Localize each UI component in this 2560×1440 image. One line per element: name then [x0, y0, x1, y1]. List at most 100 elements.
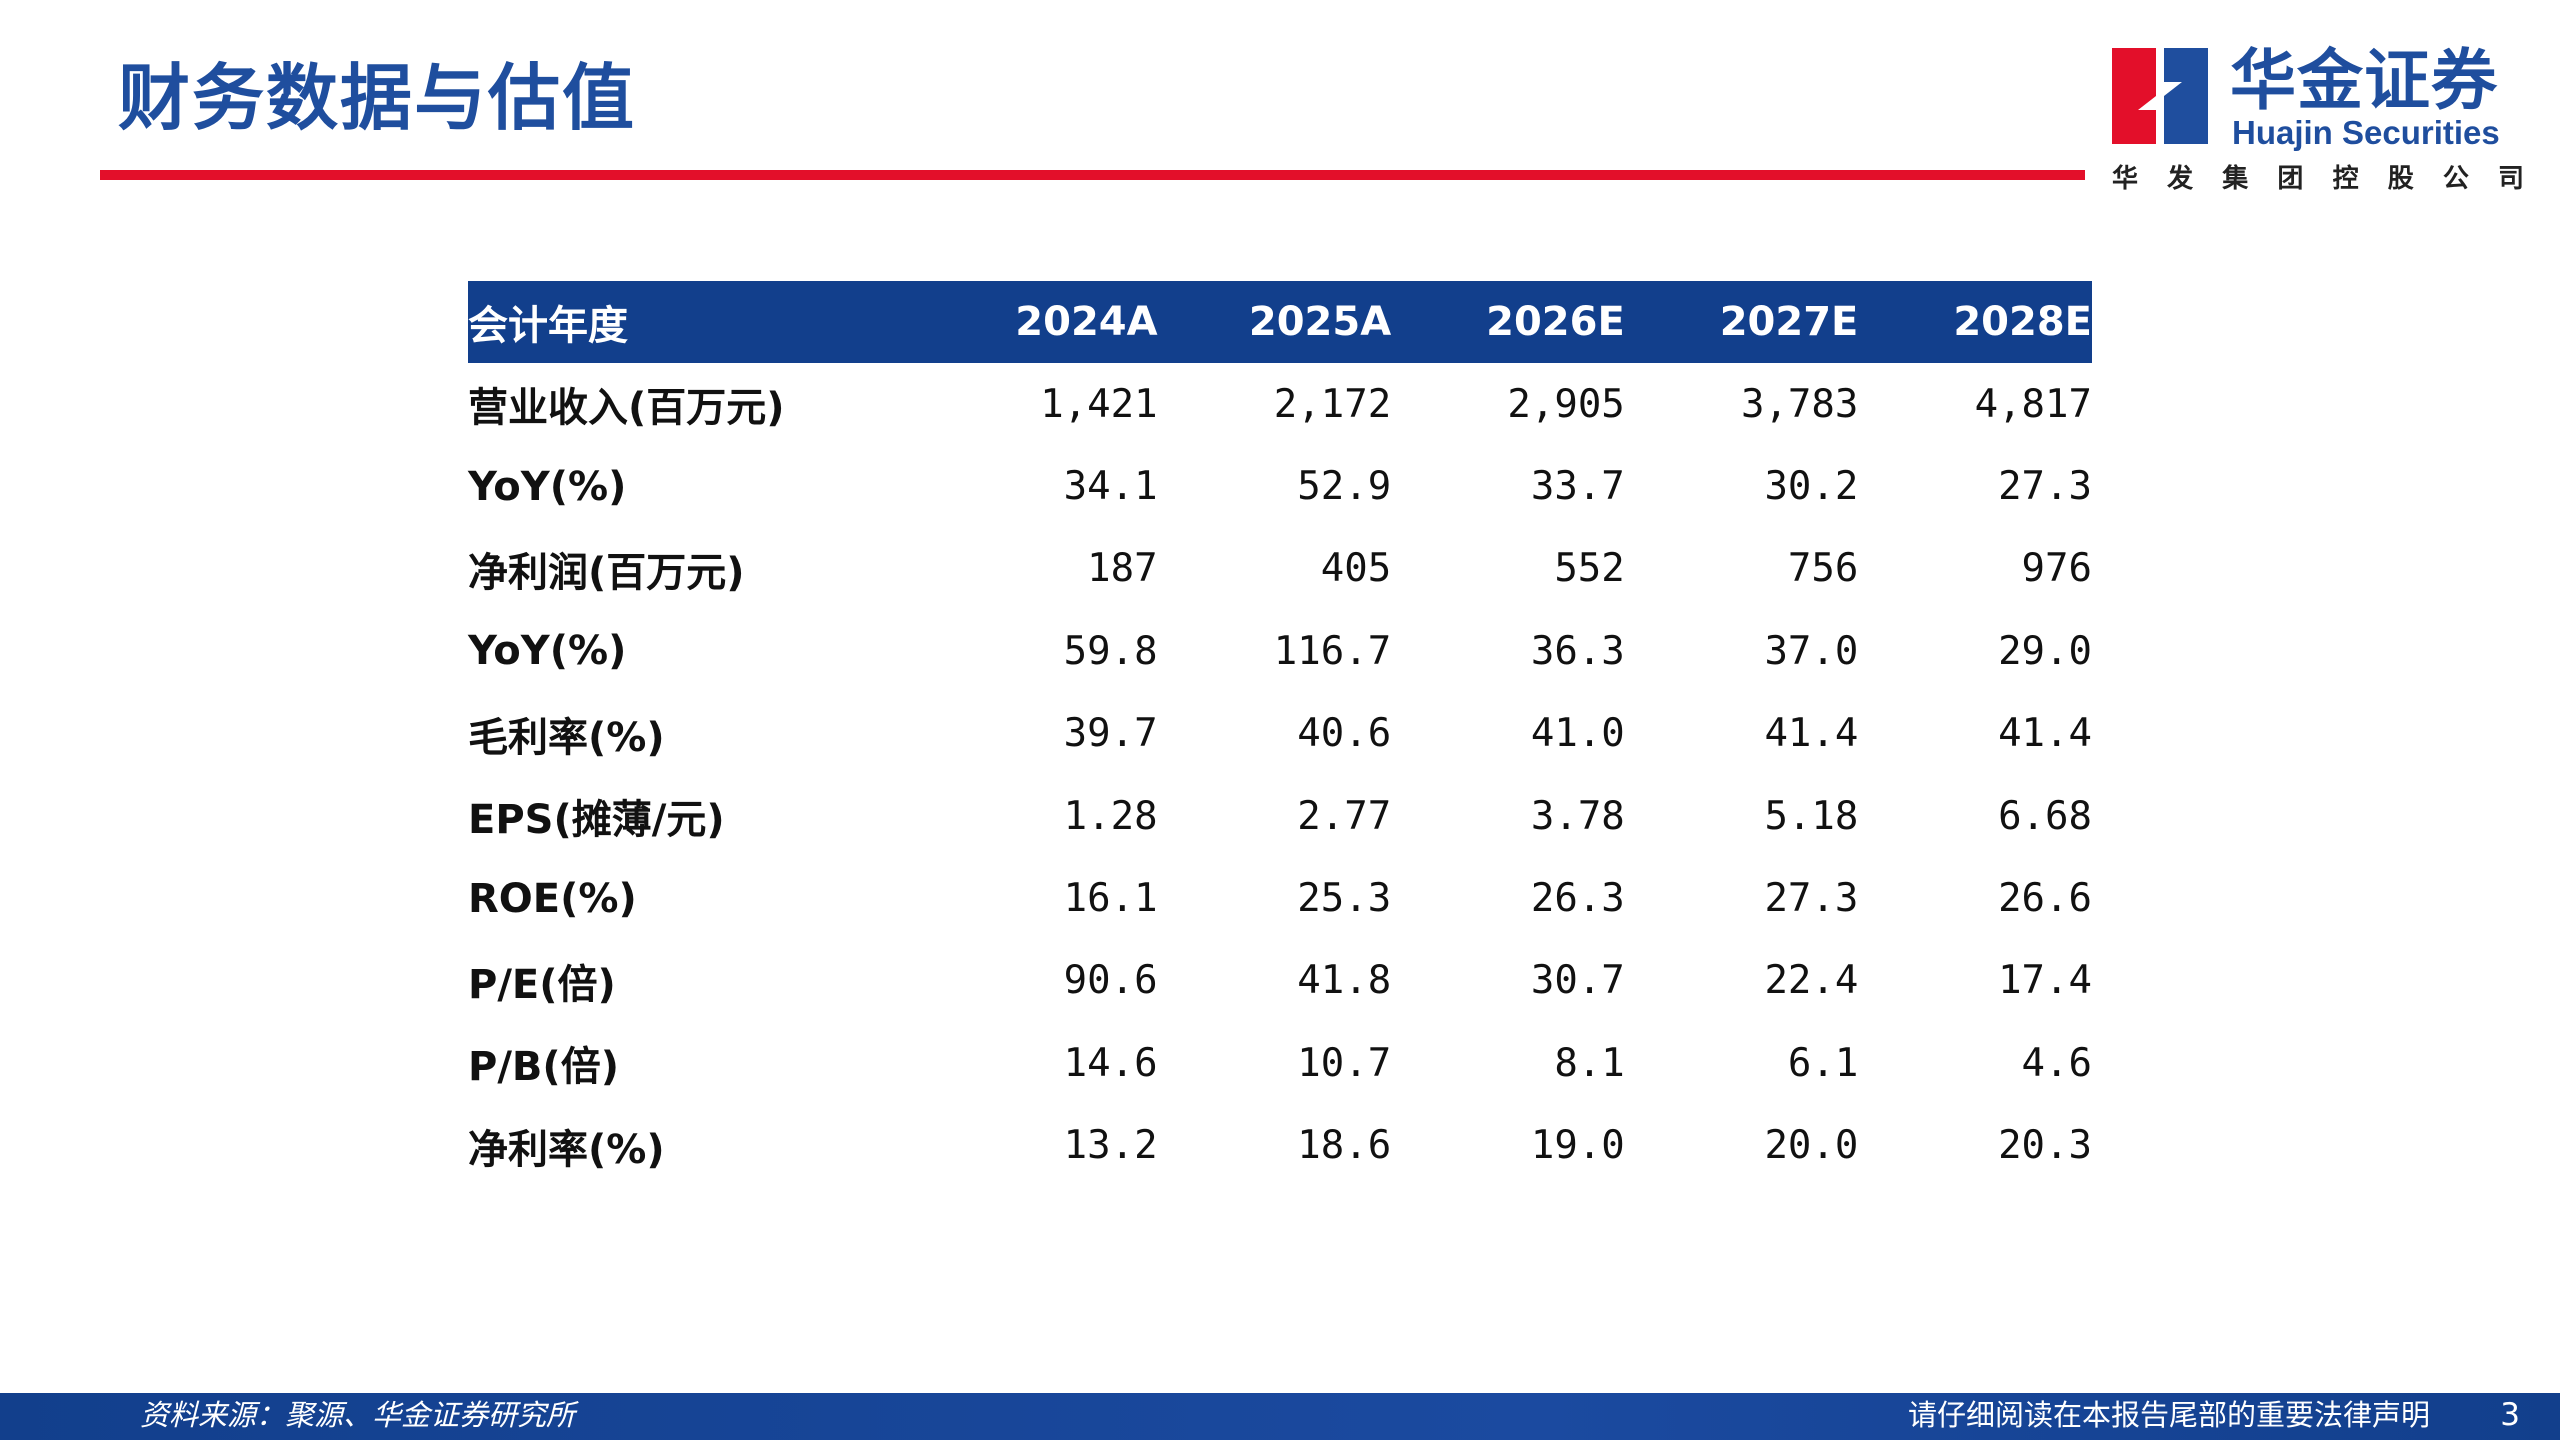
value-cell: 39.7: [1063, 711, 1158, 757]
footer-source: 资料来源：聚源、华金证券研究所: [140, 1398, 576, 1432]
value-cell: 29.0: [1998, 628, 2092, 674]
company-logo: 华金证券 Huajin Securities 华 发 集 团 控 股 公 司: [2112, 48, 2532, 208]
table-row: P/E(倍) 90.6 41.8 30.7 22.4 17.4: [468, 940, 2092, 1022]
logo-group-char: 发: [2167, 164, 2194, 194]
row-label: YoY(%): [468, 628, 627, 675]
huajin-logo-icon: [2112, 48, 2208, 144]
table-body: 营业收入(百万元) 1,421 2,172 2,905 3,783 4,817 YoY(%)…: [468, 363, 2092, 1187]
value-cell: 5.18: [1764, 793, 1859, 839]
value-cell: 30.7: [1530, 958, 1625, 1004]
title-divider: [100, 170, 2085, 180]
value-cell: 187: [1087, 546, 1158, 592]
value-cell: 6.1: [1787, 1040, 1859, 1086]
row-label: ROE(%): [468, 875, 637, 922]
value-cell: 18.6: [1297, 1123, 1392, 1169]
table-row: 净利润(百万元) 187 405 552 756 976: [468, 528, 2092, 610]
table-row: 净利率(%) 13.2 18.6 19.0 20.0 20.3: [468, 1105, 2092, 1187]
row-label: 净利率(%): [468, 1126, 665, 1173]
logo-group-char: 司: [2497, 164, 2524, 194]
logo-group-name: 华 发 集 团 控 股 公 司: [2112, 166, 2524, 192]
value-cell: 34.1: [1063, 464, 1158, 510]
logo-group-char: 公: [2442, 164, 2469, 194]
value-cell: 41.8: [1297, 958, 1392, 1004]
value-cell: 27.3: [1998, 464, 2092, 510]
header-cell: 2028E: [1953, 299, 2092, 345]
value-cell: 26.3: [1530, 876, 1625, 922]
row-label: 营业收入(百万元): [468, 385, 785, 432]
page-number: 3: [2500, 1397, 2520, 1433]
row-label: 净利润(百万元): [468, 549, 745, 596]
value-cell: 3.78: [1530, 793, 1625, 839]
table-row: 营业收入(百万元) 1,421 2,172 2,905 3,783 4,817: [468, 363, 2092, 445]
value-cell: 3,783: [1740, 381, 1859, 427]
value-cell: 6.68: [1998, 793, 2092, 839]
table-row: P/B(倍) 14.6 10.7 8.1 6.1 4.6: [468, 1022, 2092, 1104]
header-cell: 2024A: [1015, 299, 1158, 345]
value-cell: 26.6: [1998, 876, 2092, 922]
row-label: 毛利率(%): [468, 714, 665, 761]
value-cell: 4,817: [1974, 381, 2092, 427]
financial-table: 会计年度 2024A 2025A 2026E 2027E 2028E 营业收入(…: [468, 281, 2092, 1187]
value-cell: 30.2: [1764, 464, 1859, 510]
table-row: YoY(%) 59.8 116.7 36.3 37.0 29.0: [468, 610, 2092, 692]
footer-bar: 资料来源：聚源、华金证券研究所 请仔细阅读在本报告尾部的重要法律声明 3: [0, 1393, 2560, 1440]
value-cell: 4.6: [2021, 1040, 2092, 1086]
value-cell: 90.6: [1063, 958, 1158, 1004]
value-cell: 36.3: [1530, 628, 1625, 674]
value-cell: 2.77: [1297, 793, 1392, 839]
value-cell: 976: [2021, 546, 2092, 592]
value-cell: 41.4: [1764, 711, 1859, 757]
value-cell: 41.0: [1530, 711, 1625, 757]
footer-disclaimer: 请仔细阅读在本报告尾部的重要法律声明: [1907, 1398, 2430, 1432]
logo-group-char: 集: [2222, 164, 2249, 194]
logo-english-name: Huajin Securities: [2232, 114, 2500, 151]
value-cell: 17.4: [1998, 958, 2092, 1004]
value-cell: 1.28: [1063, 793, 1158, 839]
table-row: ROE(%) 16.1 25.3 26.3 27.3 26.6: [468, 857, 2092, 939]
logo-group-char: 股: [2387, 164, 2414, 194]
header-cell: 会计年度: [468, 303, 628, 349]
value-cell: 756: [1787, 546, 1859, 592]
value-cell: 1,421: [1040, 381, 1158, 427]
table-header-row: 会计年度 2024A 2025A 2026E 2027E 2028E: [468, 281, 2092, 363]
value-cell: 59.8: [1063, 628, 1158, 674]
financial-table-container: 会计年度 2024A 2025A 2026E 2027E 2028E 营业收入(…: [468, 281, 2092, 1187]
row-label: YoY(%): [468, 463, 627, 510]
logo-chinese-name: 华金证券: [2230, 42, 2498, 119]
value-cell: 52.9: [1297, 464, 1392, 510]
value-cell: 13.2: [1063, 1123, 1158, 1169]
value-cell: 27.3: [1764, 876, 1859, 922]
logo-group-char: 华: [2112, 164, 2139, 194]
value-cell: 405: [1320, 546, 1392, 592]
value-cell: 10.7: [1297, 1040, 1392, 1086]
value-cell: 14.6: [1063, 1040, 1158, 1086]
header-cell: 2027E: [1719, 299, 1859, 345]
value-cell: 2,905: [1507, 381, 1625, 427]
header-cell: 2026E: [1486, 299, 1625, 345]
value-cell: 2,172: [1273, 381, 1392, 427]
value-cell: 20.0: [1764, 1123, 1859, 1169]
row-label: EPS(摊薄/元): [468, 797, 725, 844]
value-cell: 25.3: [1297, 876, 1392, 922]
value-cell: 16.1: [1063, 876, 1158, 922]
value-cell: 552: [1554, 546, 1625, 592]
value-cell: 37.0: [1764, 628, 1859, 674]
table-row: EPS(摊薄/元) 1.28 2.77 3.78 5.18 6.68: [468, 775, 2092, 857]
header-cell: 2025A: [1248, 299, 1392, 345]
value-cell: 19.0: [1530, 1123, 1625, 1169]
value-cell: 40.6: [1297, 711, 1392, 757]
logo-group-char: 团: [2277, 164, 2304, 194]
value-cell: 33.7: [1530, 464, 1625, 510]
row-label: P/E(倍): [468, 961, 616, 1008]
value-cell: 8.1: [1554, 1040, 1625, 1086]
value-cell: 20.3: [1998, 1123, 2092, 1169]
value-cell: 41.4: [1998, 711, 2092, 757]
value-cell: 116.7: [1273, 628, 1392, 674]
logo-group-char: 控: [2332, 164, 2359, 194]
page-title: 财务数据与估值: [118, 56, 637, 140]
row-label: P/B(倍): [468, 1044, 619, 1091]
table-row: 毛利率(%) 39.7 40.6 41.0 41.4 41.4: [468, 693, 2092, 775]
table-row: YoY(%) 34.1 52.9 33.7 30.2 27.3: [468, 445, 2092, 527]
value-cell: 22.4: [1764, 958, 1859, 1004]
